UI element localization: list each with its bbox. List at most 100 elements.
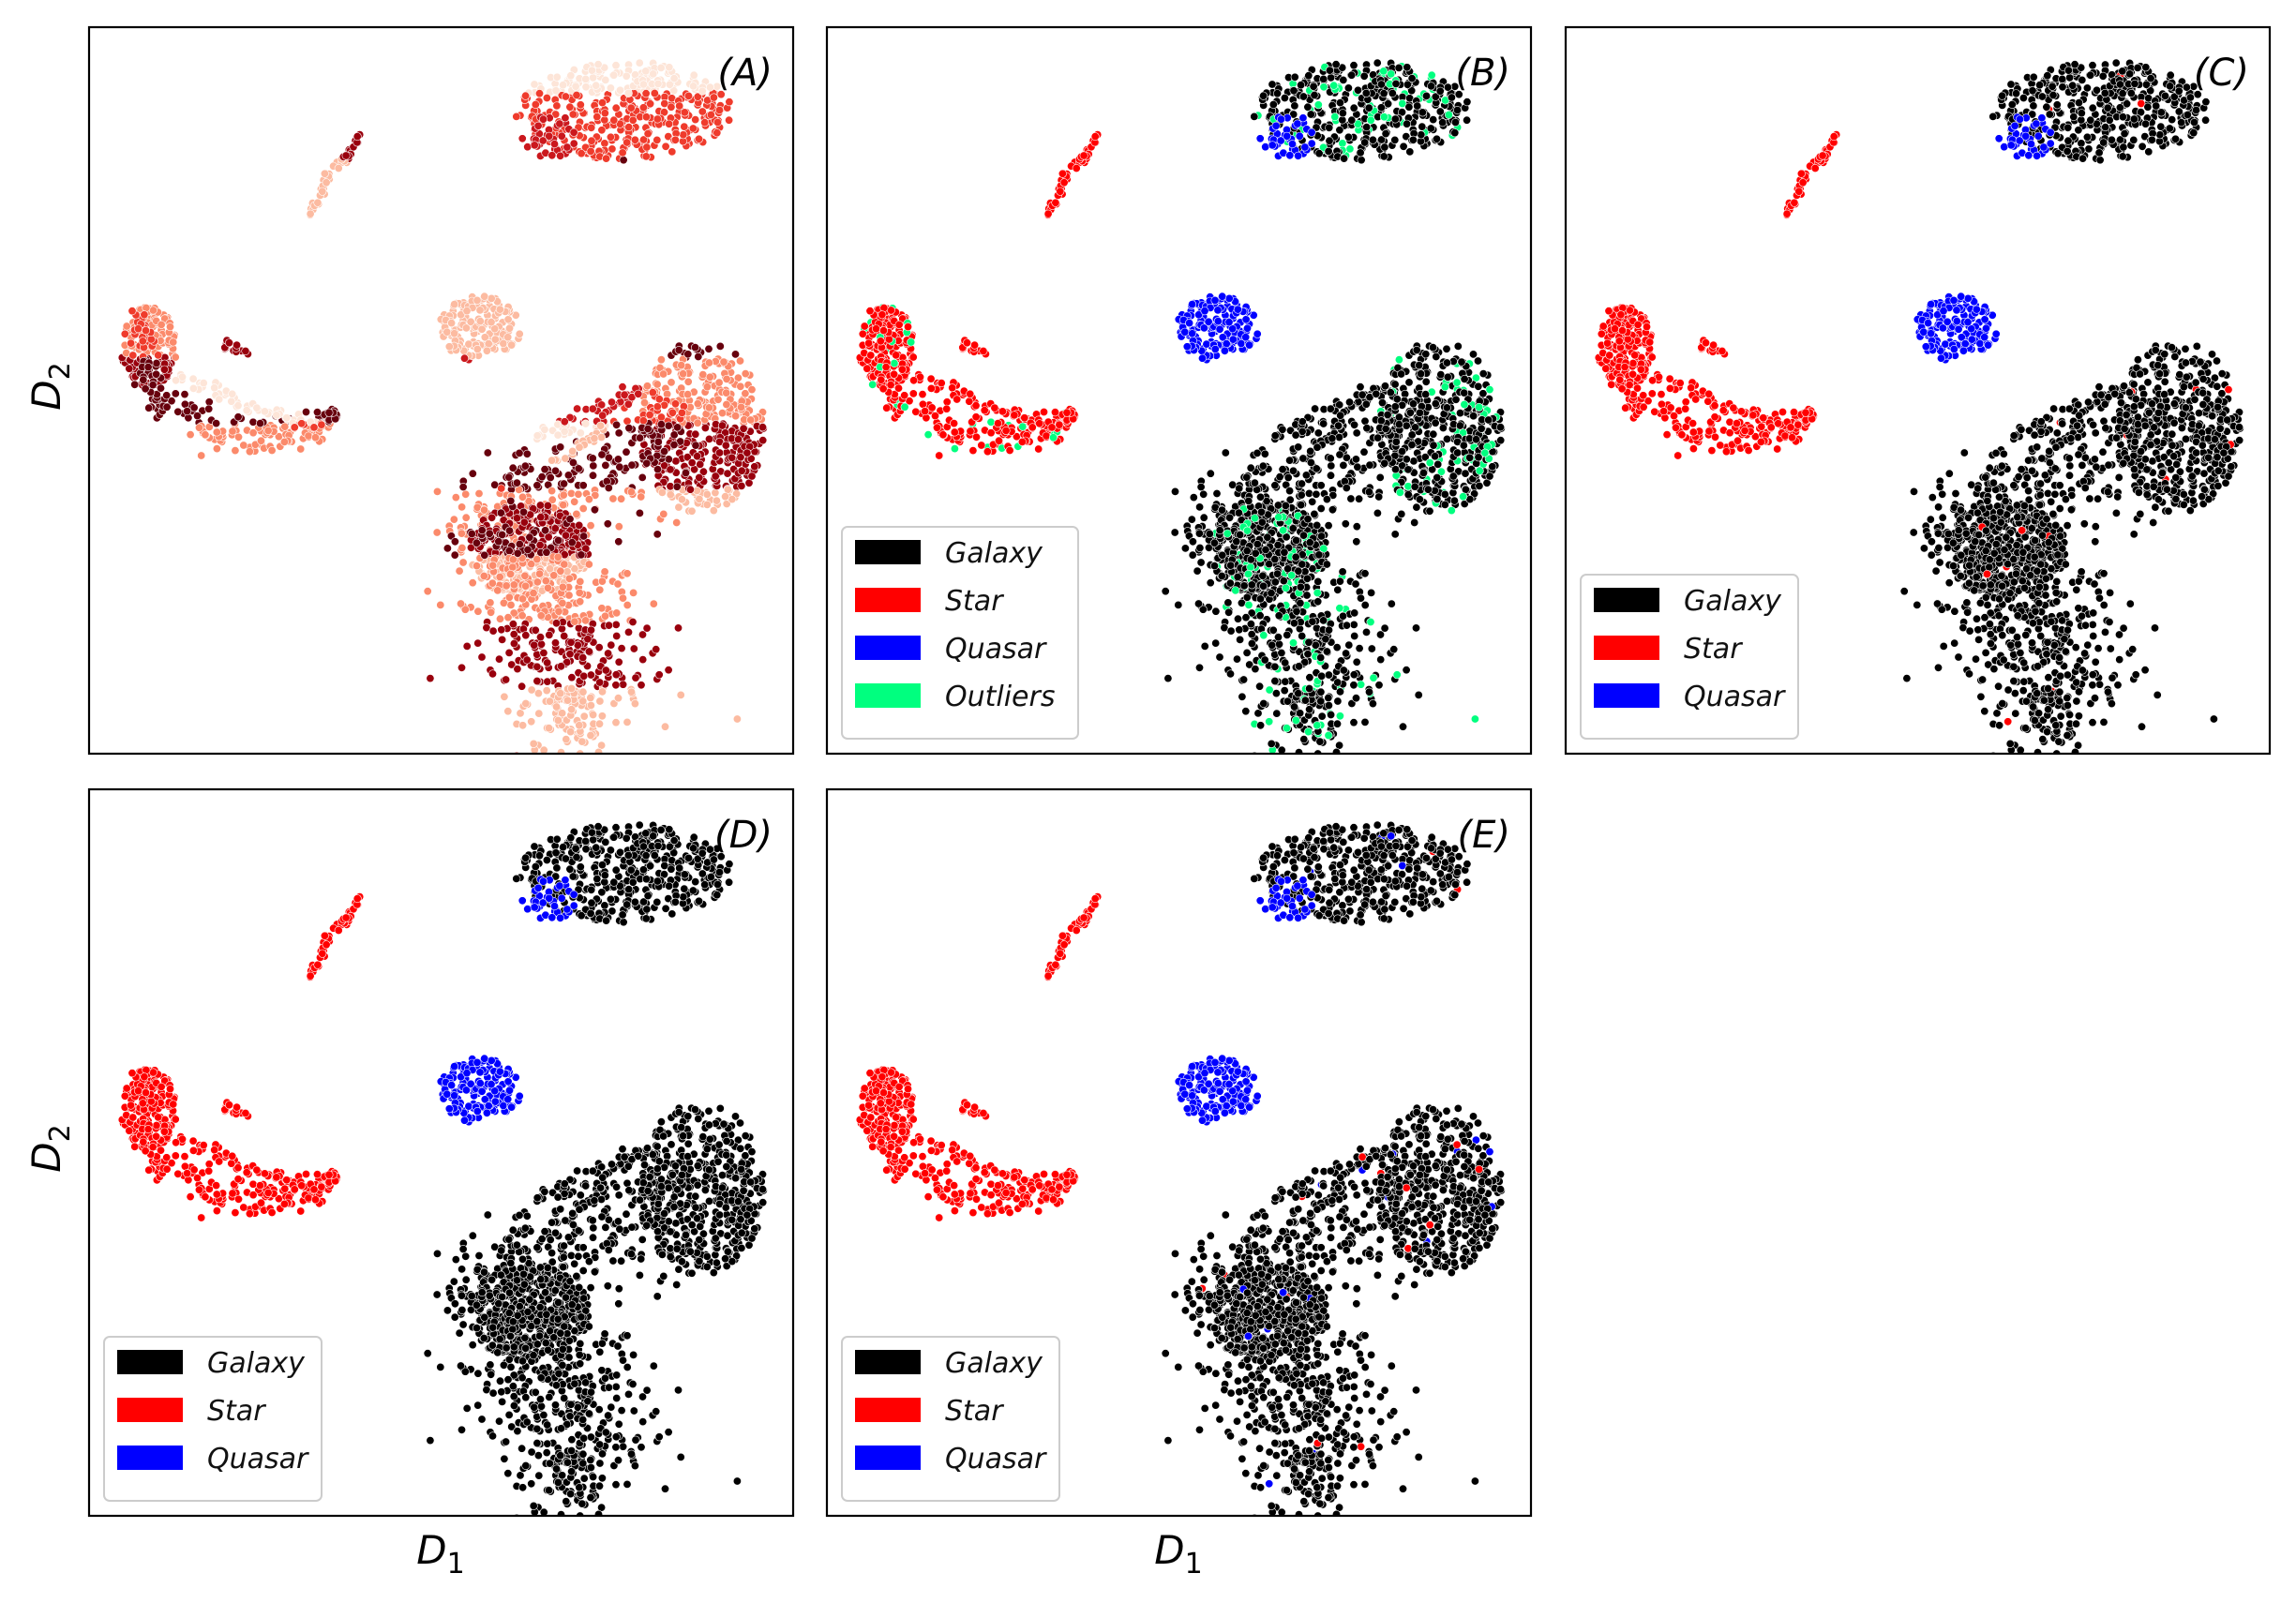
scatter-point — [1475, 402, 1484, 412]
scatter-point — [623, 600, 632, 609]
scatter-point — [589, 461, 598, 471]
scatter-point — [1292, 535, 1301, 545]
scatter-point — [1349, 103, 1358, 112]
scatter-point — [634, 389, 643, 398]
scatter-point — [128, 307, 137, 316]
scatter-point — [1253, 539, 1262, 548]
scatter-point — [584, 495, 593, 504]
scatter-point — [1394, 355, 1403, 365]
scatter-point — [171, 352, 180, 362]
scatter-point — [1316, 687, 1326, 697]
scatter-point — [568, 110, 578, 119]
scatter-point — [653, 135, 662, 144]
scatter-point — [667, 378, 676, 387]
scatter-point — [1246, 463, 1255, 472]
scatter-point — [1367, 588, 1376, 597]
scatter-point — [1273, 501, 1283, 510]
scatter-point — [594, 747, 603, 754]
scatter-point — [588, 404, 597, 413]
scatter-point — [1364, 103, 1373, 112]
scatter-point — [533, 662, 542, 671]
scatter-point — [1333, 697, 1343, 706]
scatter-point — [1338, 567, 1347, 577]
scatter-point — [1261, 545, 1270, 554]
scatter-point — [1339, 460, 1348, 470]
scatter-point — [525, 532, 534, 542]
scatter-point — [695, 472, 704, 482]
scatter-point — [570, 564, 579, 574]
scatter-point — [704, 344, 713, 353]
scatter-point — [617, 644, 626, 653]
scatter-point — [643, 129, 653, 139]
scatter-point — [548, 456, 557, 465]
scatter-point — [691, 441, 700, 450]
scatter-point — [148, 381, 158, 390]
scatter-point — [1312, 464, 1321, 473]
scatter-point — [508, 620, 518, 629]
scatter-point — [1287, 571, 1297, 580]
scatter-point — [607, 640, 616, 650]
scatter-point — [665, 80, 674, 89]
scatter-point — [1398, 99, 1407, 109]
scatter-point — [1356, 148, 1365, 157]
scatter-point — [546, 564, 555, 574]
scatter-point — [488, 513, 497, 522]
scatter-point — [732, 489, 742, 499]
scatter-point — [146, 335, 156, 344]
scatter-point — [1391, 437, 1401, 446]
scatter-point — [1415, 361, 1424, 370]
scatter-point — [693, 418, 702, 427]
scatter-point — [162, 402, 172, 412]
scatter-point — [660, 99, 669, 109]
scatter-point — [575, 588, 584, 597]
scatter-point — [1404, 102, 1414, 112]
scatter-point — [659, 509, 668, 518]
scatter-point — [318, 187, 327, 196]
scatter-point — [497, 484, 506, 493]
scatter-point — [1188, 537, 1197, 547]
scatter-point — [1290, 702, 1299, 712]
scatter-point — [1352, 537, 1361, 547]
scatter-point — [737, 402, 746, 412]
scatter-point — [576, 100, 585, 110]
scatter-point — [586, 700, 595, 710]
scatter-point — [493, 586, 503, 595]
scatter-point — [518, 682, 527, 691]
scatter-point — [1403, 490, 1413, 500]
scatter-point — [683, 350, 693, 359]
scatter-point — [671, 457, 681, 466]
scatter-point — [538, 114, 548, 124]
scatter-point — [725, 115, 734, 125]
scatter-point — [669, 86, 679, 96]
scatter-point — [716, 90, 726, 99]
scatter-point — [600, 109, 609, 118]
scatter-point — [715, 341, 725, 351]
scatter-point — [488, 626, 498, 636]
scatter-point — [461, 323, 471, 333]
scatter-point — [1294, 689, 1303, 698]
scatter-point — [1360, 416, 1370, 426]
scatter-point — [1195, 502, 1205, 512]
scatter-point — [1360, 138, 1370, 147]
scatter-point — [1298, 479, 1307, 488]
scatter-point — [1231, 586, 1240, 595]
scatter-point — [667, 102, 676, 112]
scatter-point — [1327, 471, 1336, 480]
scatter-point — [656, 63, 666, 72]
scatter-point — [577, 550, 586, 560]
scatter-point — [1459, 492, 1468, 502]
scatter-point — [624, 424, 634, 433]
scatter-point — [498, 635, 507, 644]
scatter-point — [1056, 187, 1065, 196]
scatter-point — [473, 607, 483, 616]
scatter-point — [690, 343, 699, 352]
panel-1: (A) — [87, 25, 795, 756]
scatter-point — [1244, 569, 1253, 578]
scatter-point — [313, 198, 323, 207]
scatter-point — [688, 124, 698, 133]
scatter-point — [623, 138, 632, 147]
scatter-point — [619, 680, 628, 689]
scatter-point — [685, 485, 695, 494]
scatter-point — [567, 683, 577, 693]
scatter-point — [1349, 670, 1358, 680]
